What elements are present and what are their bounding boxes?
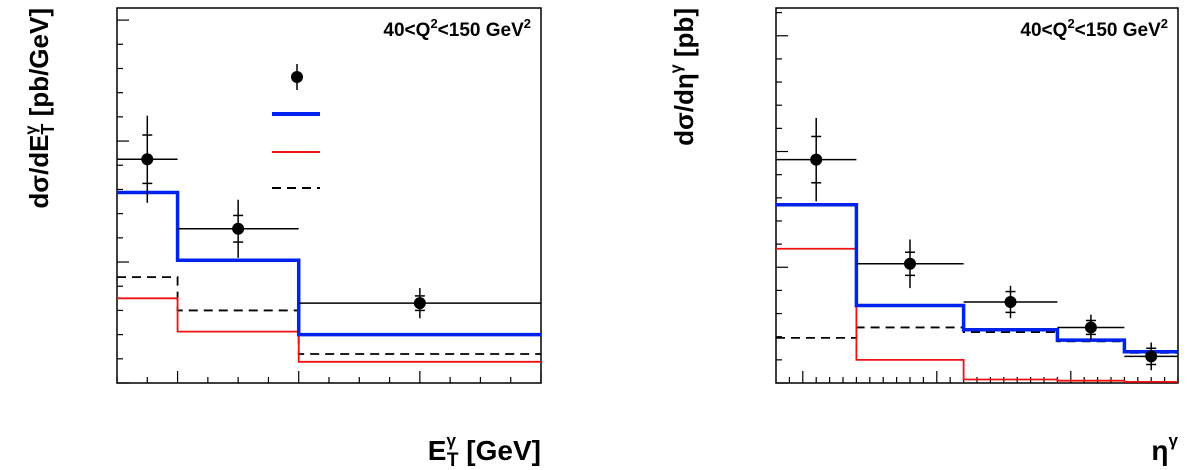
data-marker <box>904 257 916 270</box>
x-label-main: η <box>1151 435 1168 466</box>
x-label-sup: γ <box>1169 431 1179 450</box>
x-label-main: E <box>428 435 447 466</box>
data-point <box>963 285 1058 319</box>
data-point <box>177 199 299 258</box>
y-axis-label: dσ/dηγ [pb] <box>668 8 699 146</box>
x-label-unit: [GeV] <box>459 435 541 466</box>
q2-pre: 40<Q <box>383 20 430 41</box>
y-axis-label: dσ/dEγT [pb/GeV] <box>23 8 58 209</box>
data-marker <box>1084 321 1097 334</box>
data-marker <box>141 153 154 166</box>
plot-frame <box>116 7 542 384</box>
data-point <box>776 117 857 202</box>
x-label-sup: γ <box>446 431 456 450</box>
data-point <box>856 239 964 289</box>
x-label-sub: T <box>447 450 459 470</box>
legend <box>272 64 320 189</box>
legend-item <box>291 64 303 90</box>
data-marker <box>413 297 426 310</box>
data-point <box>298 288 541 319</box>
q2-range-label: 40<Q2<150 GeV2 <box>1020 16 1168 41</box>
data-marker <box>1004 295 1017 308</box>
y-label-main: dσ/dη <box>669 73 699 146</box>
total-histogram <box>117 190 541 337</box>
y-label-sub: T <box>38 124 58 135</box>
q2-sup2: 2 <box>524 16 531 31</box>
total-histogram <box>776 203 1178 354</box>
data-marker <box>810 153 823 166</box>
data-marker <box>232 222 245 235</box>
legend-marker <box>291 71 303 83</box>
q2-sup2: 2 <box>1161 16 1168 31</box>
data-point <box>1057 314 1125 341</box>
x-axis-label: ηγ <box>1151 431 1178 466</box>
y-label-sup: γ <box>23 125 40 134</box>
q2-pre: 40<Q <box>1020 20 1067 41</box>
q2-mid: <150 GeV <box>438 20 524 41</box>
q2-sup: 2 <box>1067 16 1074 31</box>
ll-histogram <box>776 247 1178 383</box>
q2-range-label: 40<Q2<150 GeV2 <box>383 16 531 41</box>
y-label-sup: γ <box>668 64 685 73</box>
y-label-main: dσ/dE <box>24 134 54 208</box>
q2-sup: 2 <box>430 16 437 31</box>
data-marker <box>1145 350 1158 363</box>
q2-mid: <150 GeV <box>1075 20 1161 41</box>
data-point <box>117 115 178 203</box>
data-point <box>1124 342 1178 371</box>
x-axis-label: Eγ T [GeV] <box>428 431 541 470</box>
y-label-unit: [pb/GeV] <box>24 8 54 124</box>
y-label-unit: [pb] <box>669 8 699 64</box>
qq-histogram <box>117 276 541 355</box>
ll-histogram <box>117 297 541 363</box>
